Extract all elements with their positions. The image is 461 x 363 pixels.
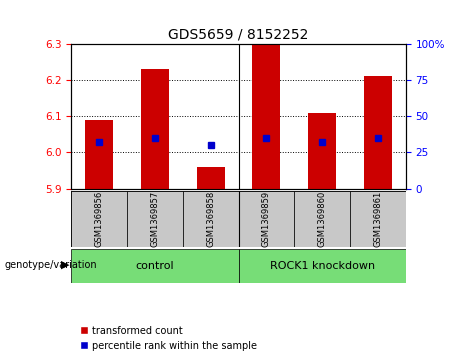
Bar [127, 191, 183, 247]
Bar [197, 167, 225, 189]
Text: GSM1369856: GSM1369856 [95, 191, 104, 247]
Bar [294, 191, 350, 247]
Text: ROCK1 knockdown: ROCK1 knockdown [270, 261, 375, 271]
Title: GDS5659 / 8152252: GDS5659 / 8152252 [168, 27, 309, 41]
Text: GSM1369857: GSM1369857 [150, 191, 160, 247]
Legend: transformed count, percentile rank within the sample: transformed count, percentile rank withi… [77, 322, 261, 355]
Text: genotype/variation: genotype/variation [5, 260, 97, 270]
Text: GSM1369861: GSM1369861 [373, 191, 382, 247]
Bar [238, 249, 406, 283]
Text: control: control [136, 261, 174, 271]
Bar [308, 113, 336, 189]
Bar [238, 191, 294, 247]
Bar [253, 44, 280, 189]
Bar [350, 191, 406, 247]
Bar [71, 249, 239, 283]
Text: GSM1369860: GSM1369860 [318, 191, 327, 247]
Text: ▶: ▶ [61, 260, 69, 270]
Bar [183, 191, 238, 247]
Text: GSM1369858: GSM1369858 [206, 191, 215, 247]
Text: GSM1369859: GSM1369859 [262, 191, 271, 247]
Bar [141, 69, 169, 189]
Bar [71, 191, 127, 247]
Bar [364, 76, 392, 189]
Bar [85, 120, 113, 189]
